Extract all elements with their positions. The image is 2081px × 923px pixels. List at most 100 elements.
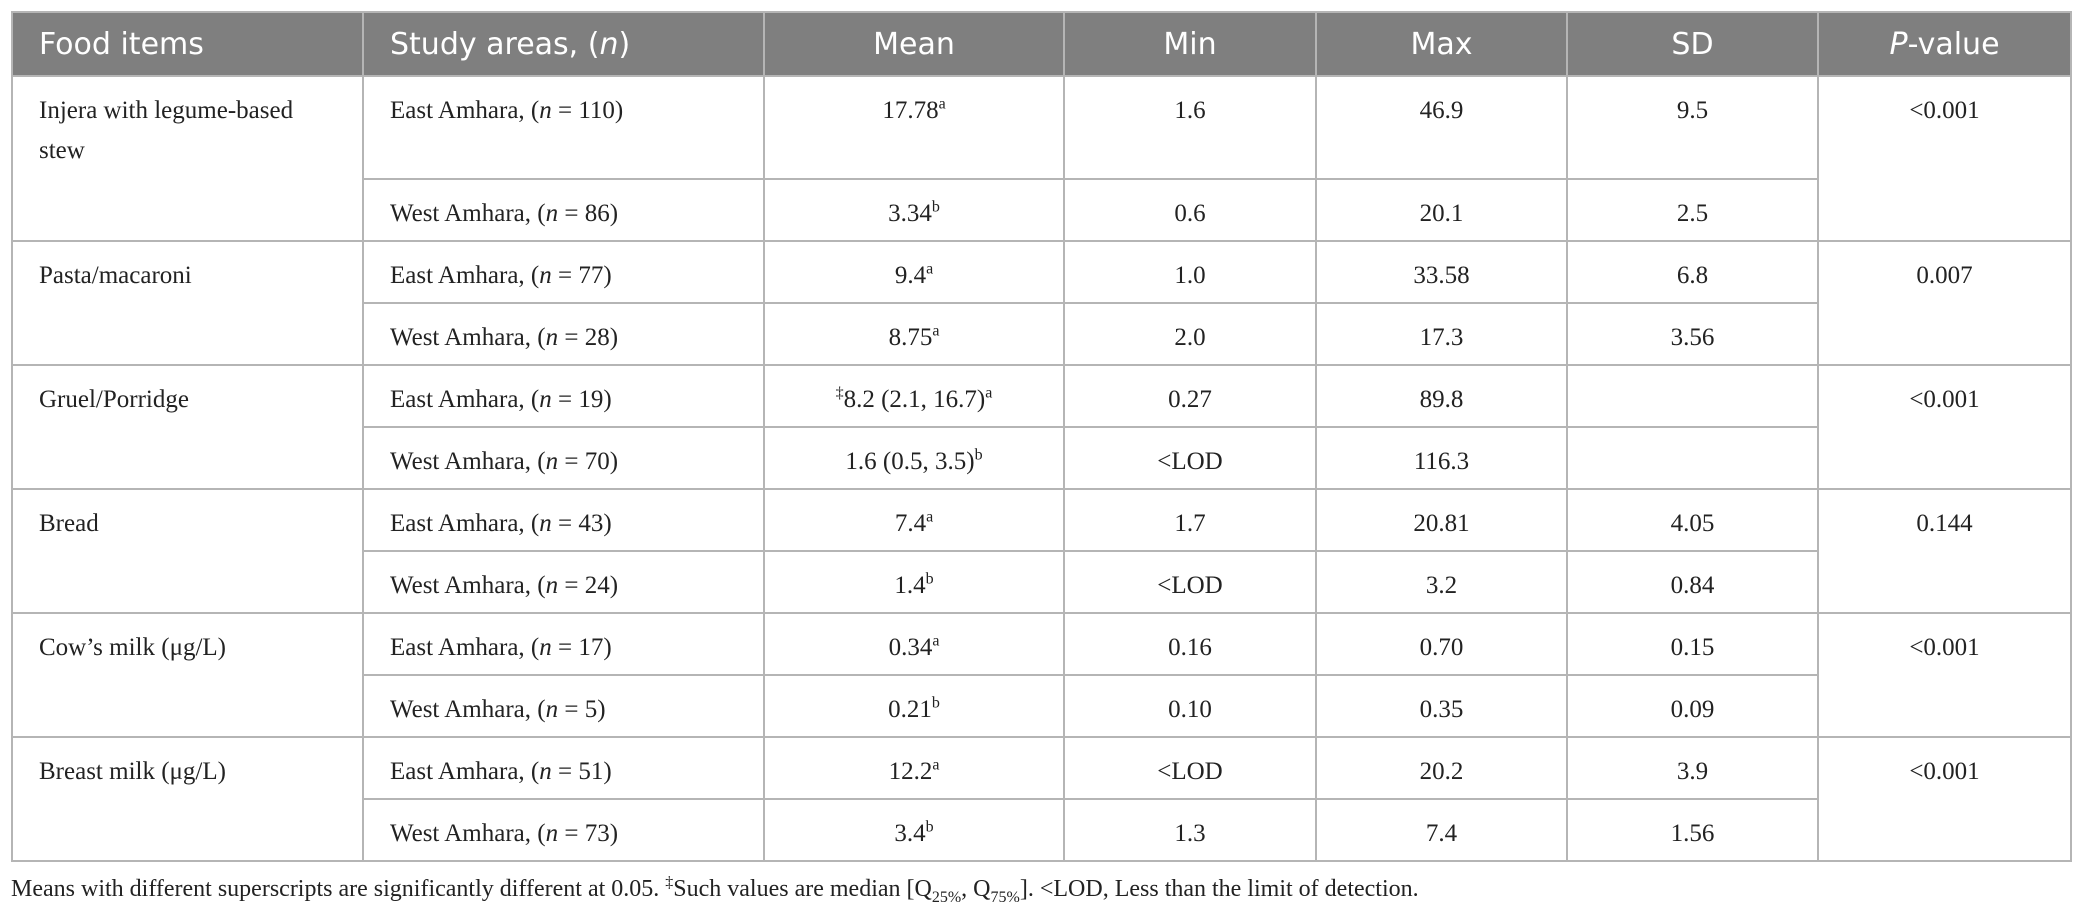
mean-value: 1.6 (0.5, 3.5)	[845, 448, 975, 475]
n-symbol: n	[545, 448, 559, 475]
header-text: )	[618, 26, 631, 62]
column-header: Study areas, (n)	[362, 11, 765, 77]
mean-value: 9.4	[894, 262, 927, 289]
food-item: Breast milk (μg/L)	[11, 736, 364, 862]
table-row: Pasta/macaroni East Amhara, (n = 77) 9.4a 1…	[11, 240, 2072, 366]
sd-value: 1.56	[1566, 798, 1819, 862]
superscript: b	[974, 446, 983, 464]
area-text: = 70)	[558, 448, 619, 475]
max-value: 33.58	[1315, 240, 1568, 304]
superscript: a	[985, 384, 993, 402]
sd-value: 0.15	[1566, 612, 1819, 676]
table-row: West Amhara, (n = 70) 1.6 (0.5, 3.5)b <LOD…	[12, 426, 2071, 490]
max-value: 46.9	[1315, 75, 1568, 180]
mean: 0.34a	[763, 612, 1065, 676]
n-symbol: n	[539, 634, 552, 661]
footnote-sub: 75%	[990, 888, 1020, 906]
max-value: 3.2	[1315, 550, 1568, 614]
sd-value: 0.09	[1566, 674, 1819, 738]
p-value: <0.001	[1817, 612, 2072, 738]
area-text: West Amhara, (	[390, 572, 546, 599]
mean: 8.75a	[763, 302, 1065, 366]
superscript: a	[938, 95, 946, 113]
area-text: = 77)	[551, 262, 612, 289]
area-text: = 28)	[558, 324, 619, 351]
p-value: 0.144	[1817, 488, 2072, 614]
min-value: 1.3	[1063, 798, 1317, 862]
table-row: West Amhara, (n = 5) 0.21b 0.10 0.35 0.09	[12, 674, 2071, 738]
table-row: Injera with legume-based stew East Amhara…	[11, 75, 2072, 242]
n-symbol: n	[539, 262, 552, 289]
header-text: Study areas, (	[390, 26, 600, 62]
area-text: = 110)	[551, 97, 624, 124]
header-italic: P	[1889, 26, 1908, 62]
study-area: West Amhara, (n = 73)	[362, 798, 765, 862]
food-item: Cow’s milk (μg/L)	[11, 612, 364, 738]
footnote-text: , Q	[961, 876, 991, 902]
mean-value: 0.34	[888, 634, 933, 661]
table-row: Bread East Amhara, (n = 43) 7.4a 1.7 20.81 4.…	[11, 488, 2072, 614]
mean: 3.4b	[763, 798, 1065, 862]
area-text: = 86)	[558, 200, 619, 227]
mean-value: 0.21	[888, 696, 932, 723]
column-header: Mean	[763, 11, 1065, 77]
sd-value	[1566, 364, 1819, 428]
n-symbol: n	[545, 572, 559, 599]
n-symbol: n	[539, 758, 552, 785]
superscript: b	[925, 818, 934, 836]
mean: 1.6 (0.5, 3.5)b	[763, 426, 1065, 490]
table-row: West Amhara, (n = 28) 8.75a 2.0 17.3 3.56	[12, 302, 2071, 366]
mean: 0.21b	[763, 674, 1065, 738]
table-row: West Amhara, (n = 24) 1.4b <LOD 3.2 0.84	[12, 550, 2071, 614]
area-text: East Amhara, (	[390, 386, 540, 413]
mean: ‡8.2 (2.1, 16.7)a	[763, 364, 1065, 428]
food-item: Bread	[11, 488, 364, 614]
food-item: Gruel/Porridge	[11, 364, 364, 490]
header-italic: n	[599, 26, 619, 62]
min-value: 1.6	[1063, 75, 1317, 180]
area-text: West Amhara, (	[390, 696, 546, 723]
p-value: <0.001	[1817, 364, 2072, 490]
area-text: = 19)	[551, 386, 612, 413]
header-text: -value	[1907, 26, 2000, 62]
mean-value: 12.2	[888, 758, 933, 785]
footnote-text: ]. <LOD, Less than the limit of detectio…	[1019, 876, 1419, 902]
min-value: <LOD	[1063, 550, 1317, 614]
food-item: Pasta/macaroni	[11, 240, 364, 366]
study-area: East Amhara, (n = 17)	[362, 612, 765, 676]
mean: 1.4b	[763, 550, 1065, 614]
mean-value: 3.4	[894, 820, 926, 847]
study-area: East Amhara, (n = 43)	[362, 488, 765, 552]
study-area: East Amhara, (n = 19)	[362, 364, 765, 428]
p-value: <0.001	[1817, 75, 2072, 242]
study-area: West Amhara, (n = 5)	[362, 674, 765, 738]
study-area: West Amhara, (n = 70)	[362, 426, 765, 490]
min-value: <LOD	[1063, 736, 1317, 800]
mean: 3.34b	[763, 178, 1065, 242]
min-value: 1.7	[1063, 488, 1317, 552]
min-value: <LOD	[1063, 426, 1317, 490]
superscript: b	[925, 570, 934, 588]
area-text: = 5)	[558, 696, 606, 723]
max-value: 7.4	[1315, 798, 1568, 862]
area-text: West Amhara, (	[390, 448, 546, 475]
n-symbol: n	[539, 97, 552, 124]
column-header: Max	[1315, 11, 1568, 77]
n-symbol: n	[539, 510, 552, 537]
n-symbol: n	[545, 696, 559, 723]
sd-value: 9.5	[1566, 75, 1819, 180]
footnote-text: Such values are median [Q	[673, 876, 932, 902]
superscript: a	[932, 322, 940, 340]
superscript: b	[931, 198, 940, 216]
sd-value: 3.9	[1566, 736, 1819, 800]
area-text: = 51)	[551, 758, 612, 785]
sd-value: 4.05	[1566, 488, 1819, 552]
column-header: Food items	[11, 11, 364, 77]
mean-value: 3.34	[888, 200, 932, 227]
study-area: West Amhara, (n = 28)	[362, 302, 765, 366]
max-value: 17.3	[1315, 302, 1568, 366]
area-text: East Amhara, (	[390, 510, 540, 537]
mean: 7.4a	[763, 488, 1065, 552]
min-value: 0.6	[1063, 178, 1317, 242]
